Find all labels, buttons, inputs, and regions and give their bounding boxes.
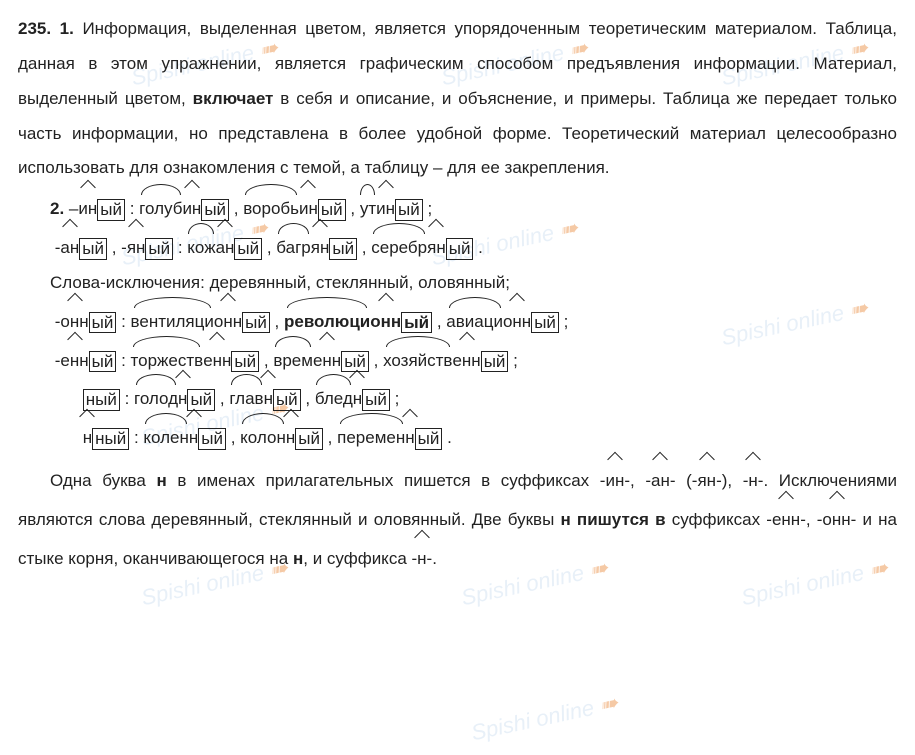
line-nnyy: нный : коленный , колонный , переменный … bbox=[18, 417, 897, 456]
line-in: 2. –иный : голубиный , воробьиный , утин… bbox=[18, 188, 897, 227]
watermark: Spishi online ➠ bbox=[467, 680, 622, 755]
part-1-label: 1. bbox=[60, 19, 74, 38]
line-an-yan: -аный , -яный : кожаный , багряный , сер… bbox=[18, 227, 897, 266]
summary: Одна буква н в именах прилагательных пиш… bbox=[18, 460, 897, 577]
part-1-bold: включает bbox=[193, 89, 274, 108]
line-onn: -онный : вентиляционный , революционный … bbox=[18, 301, 897, 340]
exercise-number: 235. bbox=[18, 19, 51, 38]
line-enn: -енный : торжественный , временный , хоз… bbox=[18, 340, 897, 379]
part-2-label: 2. bbox=[50, 199, 64, 218]
exceptions: Слова-исключения: деревянный, стеклянный… bbox=[18, 266, 897, 301]
line-nyy: ный : голодный , главный , бледный ; bbox=[18, 378, 897, 417]
paragraph-1: 235. 1. Информация, выделенная цветом, я… bbox=[18, 12, 897, 186]
